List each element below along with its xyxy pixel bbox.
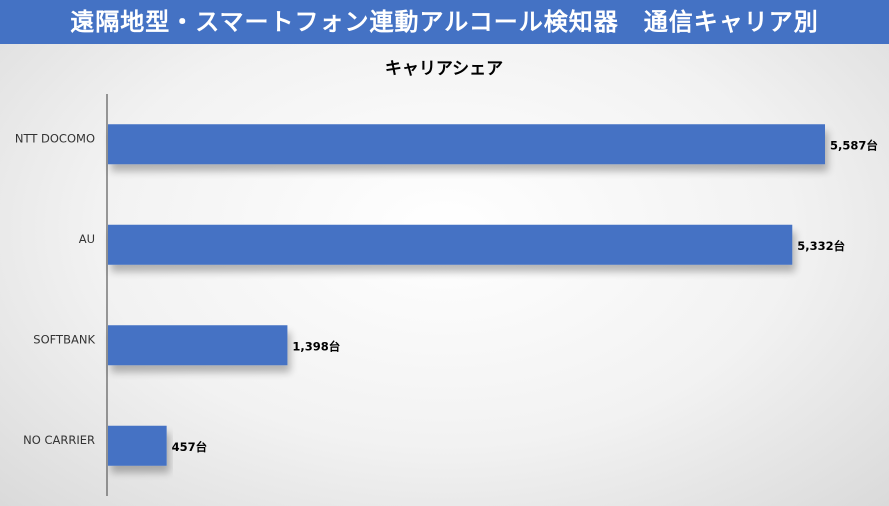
- category-label: NO CARRIER: [23, 433, 95, 447]
- data-label: 5,587台: [830, 138, 878, 152]
- category-label: NTT DOCOMO: [15, 131, 95, 145]
- bar-ntt-docomo: [108, 124, 825, 165]
- data-label: 5,332台: [797, 239, 845, 253]
- bar-softbank: [108, 325, 288, 366]
- chart-title: キャリアシェア: [385, 59, 503, 79]
- data-label: 1,398台: [292, 339, 340, 353]
- bar-no-carrier: [108, 425, 167, 466]
- category-label: SOFTBANK: [33, 332, 95, 346]
- category-label: AU: [79, 232, 95, 246]
- data-label: 457台: [172, 440, 208, 454]
- figure-title: 遠隔地型・スマートフォン連動アルコール検知器 通信キャリア別: [0, 0, 889, 44]
- bar-au: [108, 224, 793, 265]
